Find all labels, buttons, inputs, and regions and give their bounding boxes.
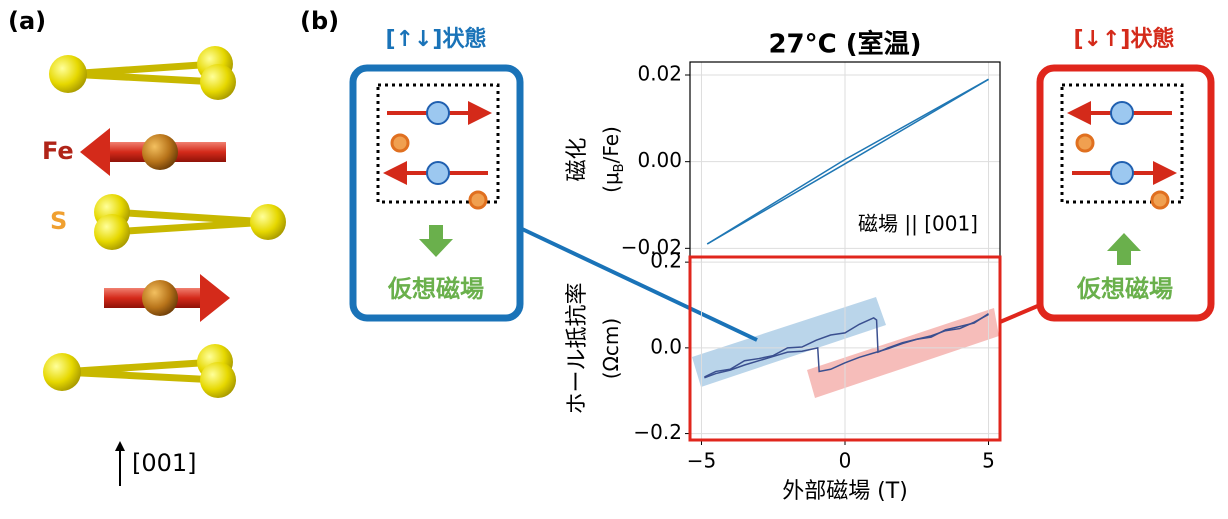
panel-label: (b): [300, 7, 339, 35]
s-layer: [61, 60, 269, 384]
y-axis-unit: (μB/Fe): [599, 126, 628, 193]
y-tick-label: 0.00: [637, 148, 682, 172]
y-tick-label: 0.0: [650, 334, 682, 358]
axis-label: [001]: [132, 449, 197, 477]
plot-frame: [688, 255, 1002, 442]
s-label: S: [50, 207, 67, 235]
x-tick-label: 5: [982, 449, 995, 473]
y-axis-title: 磁化: [565, 137, 590, 181]
y-axis-unit: (Ωcm): [599, 318, 623, 379]
field-label: 仮想磁場: [387, 275, 484, 303]
panel-a: (a) Fe S [001]: [8, 7, 286, 486]
annotation: 磁場 || [001]: [858, 212, 978, 236]
left-state: [↑↓]状態 仮想磁場: [349, 26, 524, 322]
chart-title: 27°C (室温): [768, 29, 921, 60]
connector: [519, 226, 758, 342]
y-axis-unit-part: (μ: [599, 172, 623, 193]
fe-label: Fe: [42, 137, 74, 165]
y-tick-label: 0.2: [650, 249, 682, 273]
state-band: [692, 297, 886, 387]
s-atoms: [43, 46, 286, 398]
fe-atoms: [80, 128, 230, 322]
data-line: [706, 78, 989, 245]
y-axis-title: ホール抵抗率: [565, 282, 590, 414]
y-tick-label: 0.02: [637, 62, 682, 86]
state-title: [↓↑]状態: [1074, 26, 1175, 52]
y-axis-unit-part: B: [612, 163, 627, 172]
y-tick-label: −0.2: [633, 420, 682, 444]
data-line: [706, 78, 989, 245]
data-line: [704, 313, 989, 379]
x-tick-label: 0: [839, 449, 852, 473]
y-axis-unit-part: (Ωcm): [599, 318, 623, 379]
x-axis-title: 外部磁場 (T): [782, 479, 908, 504]
y-axis-unit-part: /Fe): [599, 126, 623, 163]
field-label: 仮想磁場: [1076, 275, 1173, 303]
panel-label: (a): [8, 7, 46, 35]
state-title: [↑↓]状態: [386, 26, 487, 52]
connector: [999, 303, 1041, 324]
right-state: [↓↑]状態 仮想磁場: [1036, 26, 1215, 322]
x-tick-label: −5: [687, 449, 716, 473]
y-tick-label: −0.02: [621, 235, 682, 259]
